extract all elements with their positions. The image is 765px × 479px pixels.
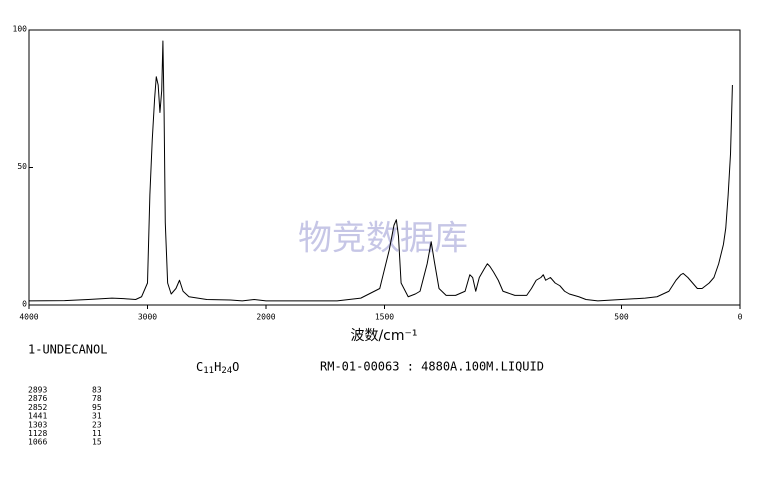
watermark: 物竞数据库 xyxy=(298,219,468,259)
compound-name: 1-UNDECANOL xyxy=(28,343,107,357)
peak-intensity: 83 xyxy=(92,386,102,395)
x-tick-label: 0 xyxy=(738,313,743,322)
peak-wavenumber: 2893 xyxy=(28,386,47,395)
x-tick-label: 3000 xyxy=(138,313,157,322)
x-axis-label: 波数/cm⁻¹ xyxy=(350,328,417,344)
peak-wavenumber: 1303 xyxy=(28,420,47,429)
peak-wavenumber: 1066 xyxy=(28,438,47,447)
peak-intensity: 15 xyxy=(92,438,102,447)
x-tick-label: 1500 xyxy=(375,313,394,322)
peak-intensity: 23 xyxy=(92,420,102,429)
x-tick-label: 500 xyxy=(614,313,629,322)
formula-subscript: 11 xyxy=(203,366,214,376)
formula-subscript: 24 xyxy=(221,366,232,376)
formula-element: C xyxy=(196,360,203,374)
peak-wavenumber: 1441 xyxy=(28,412,47,421)
sample-info: RM-01-00063 : 4880A.100M.LIQUID xyxy=(320,360,544,374)
formula-element: O xyxy=(232,360,239,374)
x-tick-label: 4000 xyxy=(19,313,38,322)
peak-intensity: 78 xyxy=(92,394,102,403)
peak-wavenumber: 2876 xyxy=(28,394,47,403)
formula: C11H24O xyxy=(196,360,239,376)
peak-intensity: 95 xyxy=(92,403,102,412)
peak-intensity: 11 xyxy=(92,429,102,438)
formula-element: H xyxy=(214,360,221,374)
y-tick-label: 50 xyxy=(17,162,27,171)
peak-wavenumber: 1128 xyxy=(28,429,47,438)
peak-wavenumber: 2852 xyxy=(28,403,47,412)
plot-frame xyxy=(28,29,741,306)
spectrum-line xyxy=(28,40,733,302)
y-tick-label: 100 xyxy=(13,25,28,34)
peak-intensity: 31 xyxy=(92,412,102,421)
x-tick-label: 2000 xyxy=(256,313,275,322)
y-tick-label: 0 xyxy=(22,300,27,309)
